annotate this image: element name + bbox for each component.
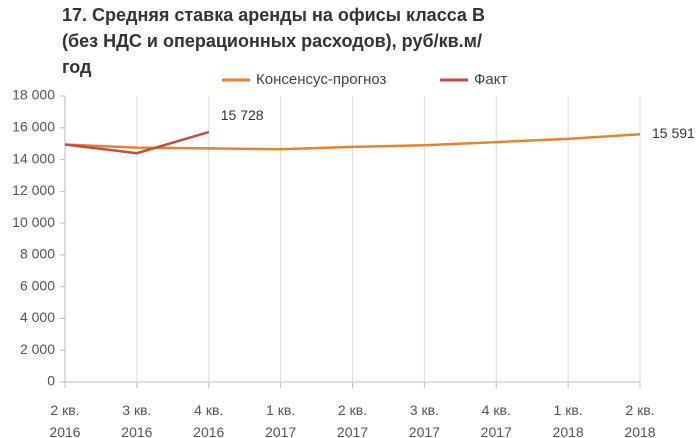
y-tick-label: 2 000 [20,341,55,357]
series-line [64,133,641,151]
legend-label: Факт [474,71,507,88]
x-tick-label: 2 кв. 2017 [336,402,369,438]
x-tick-label: 3 кв. 2017 [408,402,440,438]
y-tick-label: 4 000 [20,309,55,325]
data-label: 15 728 [221,107,264,123]
y-tick-label: 18 000 [12,87,55,103]
chart-title: 17. Средняя ставка аренды на офисы класс… [62,5,485,77]
x-tick-label: 3 кв. 2016 [121,402,153,438]
y-tick-label: 12 000 [12,182,55,198]
x-tick-label: 2 кв. 2016 [49,402,81,438]
x-tick-label: 2 кв. 2018 [624,402,656,438]
y-tick-label: 16 000 [12,118,55,134]
y-tick-label: 8 000 [20,246,55,262]
x-tick-label: 1 кв. 2017 [265,402,297,438]
data-label: 15 591 [652,125,695,141]
legend-label: Консенсус-прогноз [256,71,387,88]
x-tick-label: 4 кв. 2016 [193,402,225,438]
y-tick-label: 14 000 [12,150,55,166]
y-tick-label: 6 000 [20,277,55,293]
y-tick-label: 0 [47,373,55,389]
y-tick-label: 10 000 [12,214,55,230]
series-line [64,130,210,155]
x-tick-label: 4 кв. 2017 [480,402,512,438]
x-tick-label: 1 кв. 2018 [552,402,584,438]
